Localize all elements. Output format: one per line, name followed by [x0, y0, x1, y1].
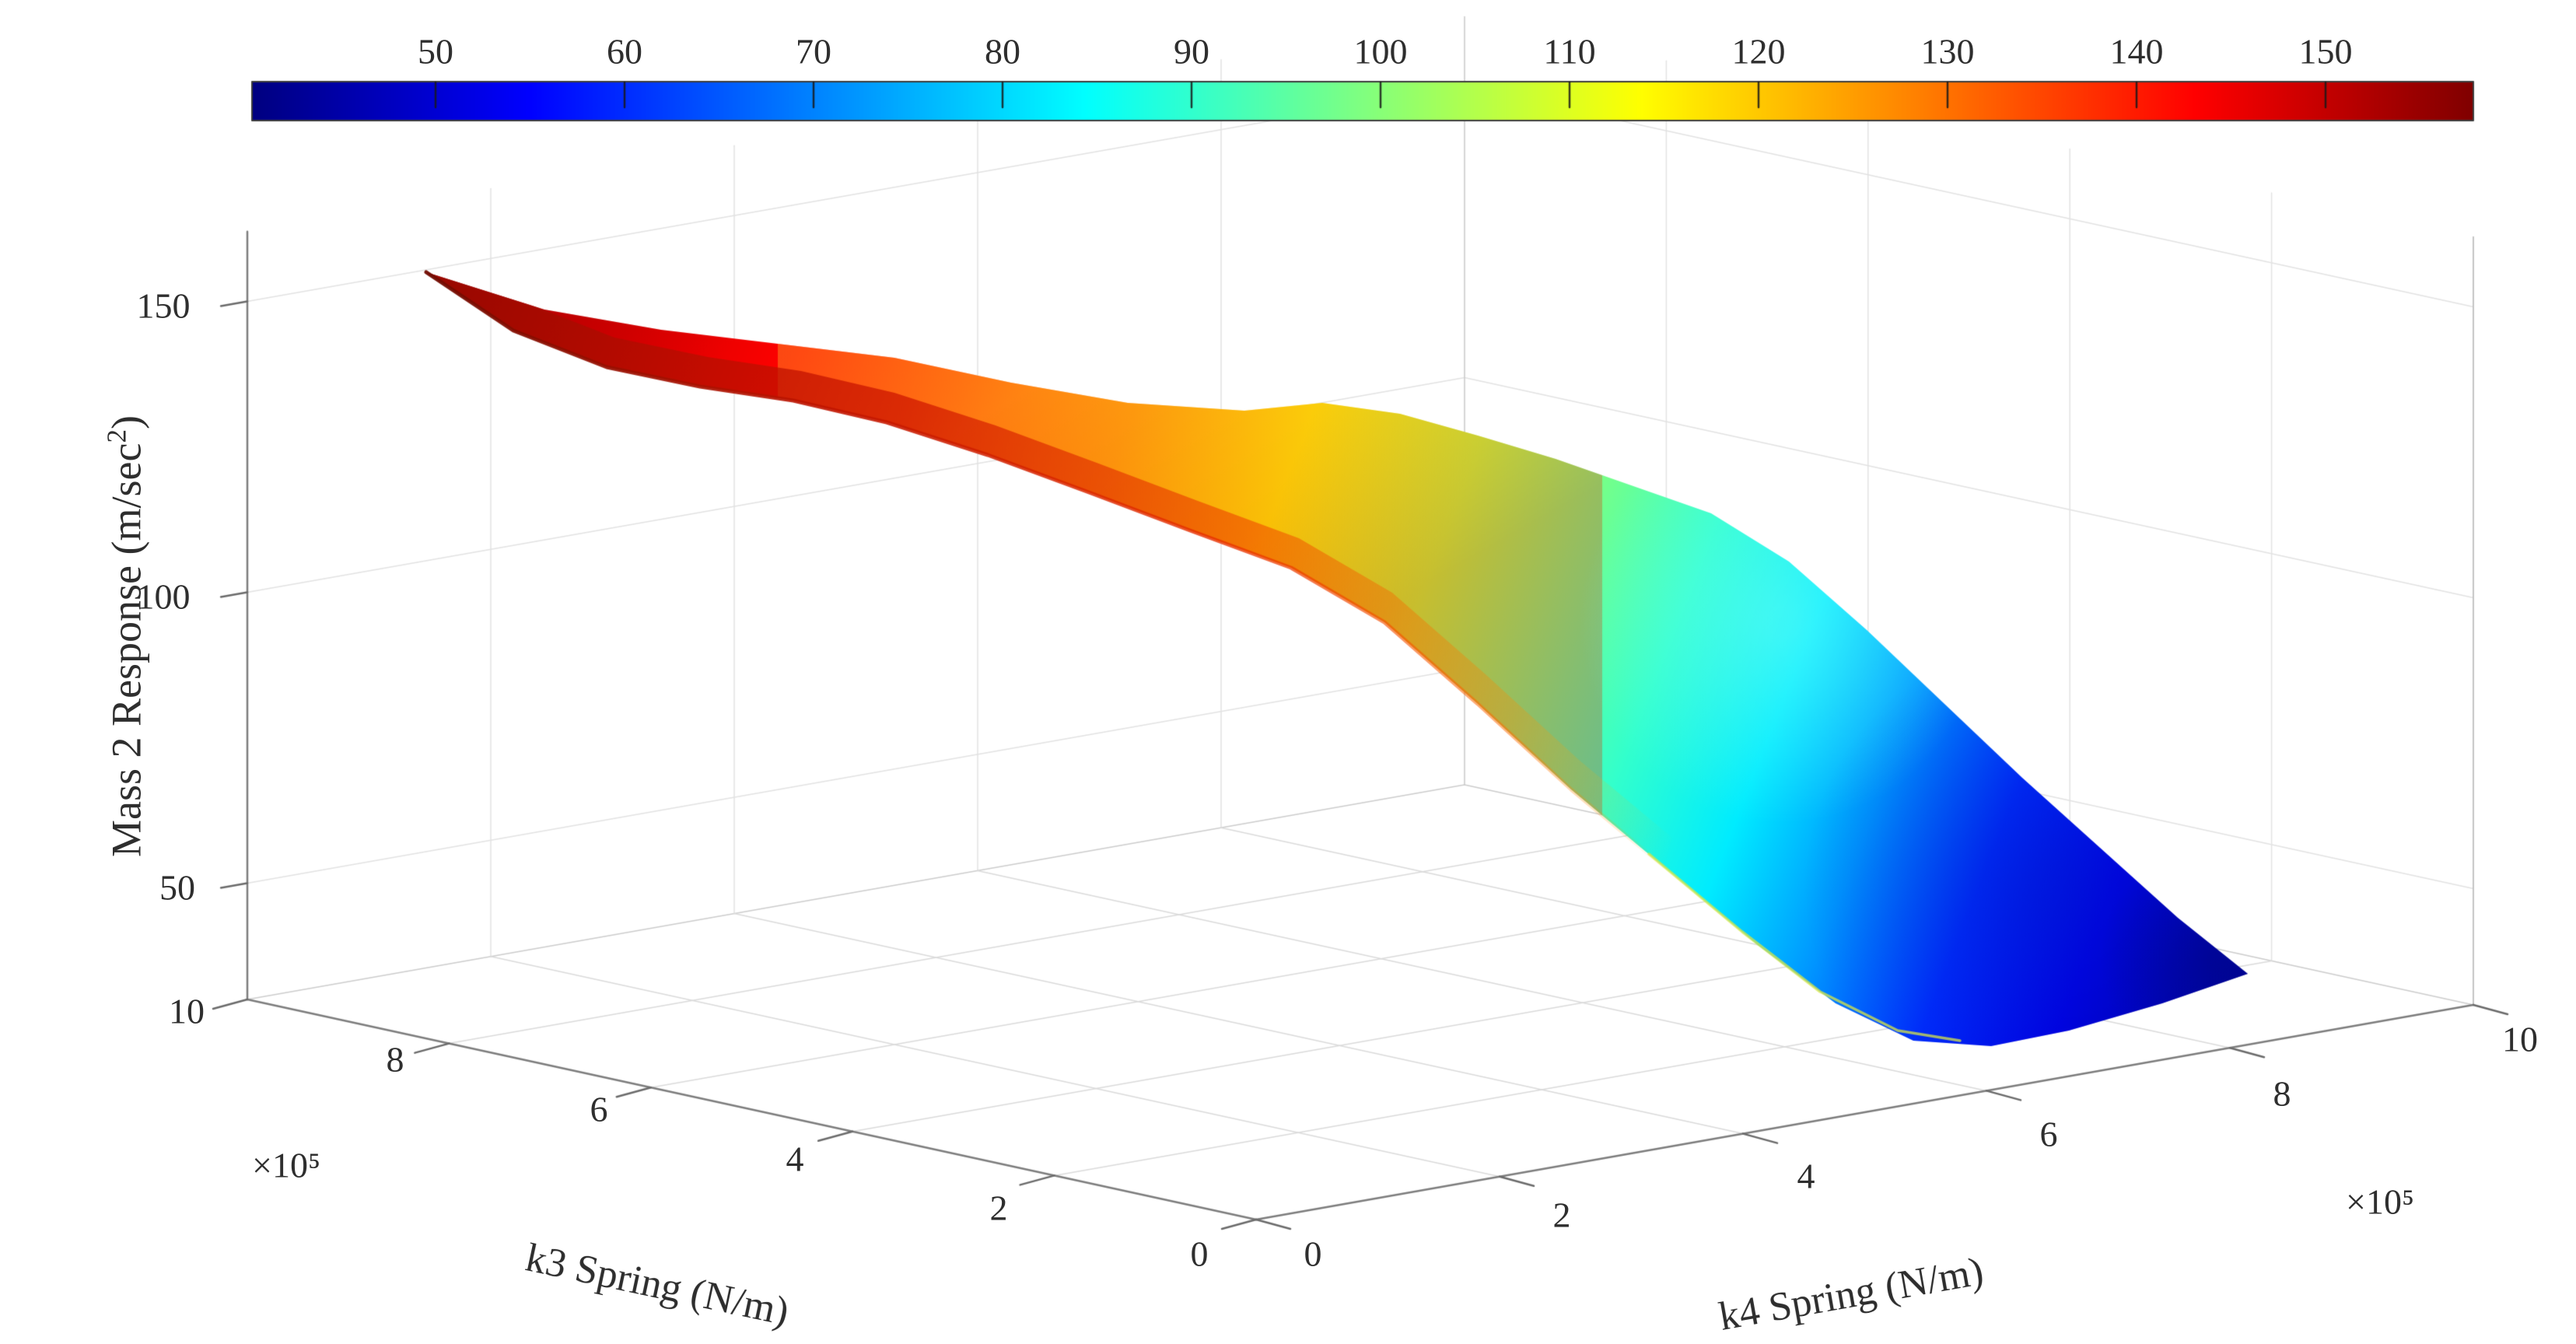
colorbar-tick-label: 100	[1353, 31, 1408, 72]
z-tick-label: 150	[136, 285, 191, 326]
colorbar-tick-label: 90	[1174, 31, 1209, 72]
k4-tick-label: 10	[2502, 1019, 2538, 1059]
k3-tick-label: 4	[786, 1139, 804, 1179]
z-axis-label-text: Mass 2 Response (m/sec	[103, 443, 150, 857]
colorbar-tick-label: 130	[1920, 31, 1975, 72]
colorbar-tick-label: 50	[418, 31, 453, 72]
k3-tick-label: 6	[590, 1089, 608, 1129]
k3-exponent-label: ×10⁵	[252, 1145, 320, 1185]
colorbar-tick-label: 70	[796, 31, 831, 72]
k4-exponent-label: ×10⁵	[2346, 1181, 2414, 1222]
k4-tick-label: 2	[1552, 1195, 1571, 1235]
k4-tick-label: 8	[2273, 1073, 2291, 1114]
z-axis-label: Mass 2 Response (m/sec2)	[102, 415, 151, 857]
z-tick-label: 50	[159, 867, 195, 908]
k4-tick-label: 0	[1304, 1234, 1322, 1274]
k3-tick-label: 8	[386, 1039, 404, 1080]
k3-tick-label: 10	[169, 991, 205, 1031]
z-axis-label-close: )	[103, 415, 150, 429]
colorbar-tick-label: 60	[607, 31, 642, 72]
z-tick-label: 100	[136, 576, 191, 617]
k4-tick-label: 4	[1797, 1156, 1815, 1196]
colorbar-tick-label: 150	[2298, 31, 2353, 72]
k3-tick-label: 0	[1190, 1234, 1209, 1274]
colorbar-tick-label: 80	[985, 31, 1020, 72]
colorbar-tick-label: 120	[1731, 31, 1786, 72]
z-axis-label-sup: 2	[101, 429, 132, 443]
k4-tick-label: 6	[2039, 1114, 2058, 1154]
k3-tick-label: 2	[989, 1188, 1008, 1228]
colorbar-tick-label: 110	[1543, 31, 1596, 72]
colorbar-tick-label: 140	[2109, 31, 2164, 72]
